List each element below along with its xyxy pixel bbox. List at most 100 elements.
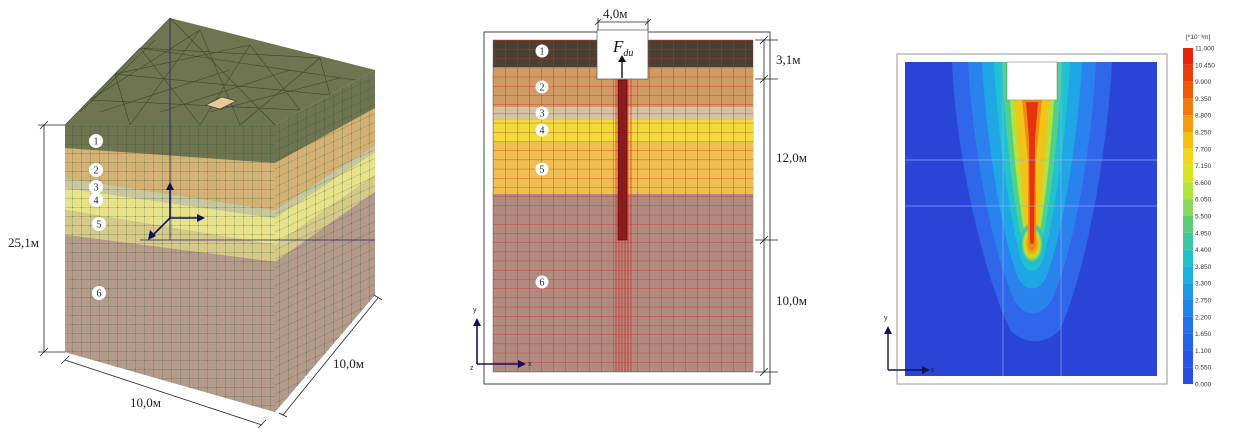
legend-swatch-0: [1183, 48, 1193, 65]
axis-z-2d: z: [470, 365, 474, 372]
legend-value-20: 0.000: [1195, 382, 1212, 389]
dimension-lines-3d: [38, 120, 383, 428]
legend-value-3: 9.350: [1195, 96, 1212, 103]
legend-unit: [*10⁻³m]: [1186, 34, 1211, 41]
layer-boundaries: [905, 62, 1157, 376]
legend-swatch-6: [1183, 148, 1193, 166]
layer-marker-5: 5: [92, 217, 106, 231]
legend-swatch-12: [1183, 249, 1193, 267]
dim-pile-width: 4,0м: [603, 6, 627, 21]
legend-value-9: 6.050: [1195, 197, 1212, 204]
legend-value-6: 7.700: [1195, 146, 1212, 153]
svg-text:4: 4: [540, 126, 545, 137]
svg-text:4: 4: [94, 196, 99, 207]
legend-value-19: 0.550: [1195, 365, 1212, 372]
svg-text:6: 6: [540, 278, 545, 289]
sec-marker-4: 4: [535, 123, 549, 137]
legend-value-16: 2.200: [1195, 314, 1212, 321]
top-triangle-mesh: [64, 17, 356, 126]
sec-marker-6: 6: [535, 275, 549, 289]
sec-marker-3: 3: [535, 106, 549, 120]
svg-text:5: 5: [97, 220, 102, 231]
legend-value-0: 11.000: [1195, 46, 1215, 53]
layer-markers-2d: 1 2 3 4 5 6: [535, 44, 549, 289]
sec-marker-1: 1: [535, 44, 549, 58]
dim-seg1: 3,1м: [776, 52, 800, 67]
sec-marker-2: 2: [535, 80, 549, 94]
panel-3d-block: 1 2 3 4 5 6 25,1м 10,0м 10,0м: [8, 17, 383, 428]
legend-swatch-14: [1183, 283, 1193, 300]
legend-swatch-7: [1183, 165, 1193, 183]
layer-marker-2: 2: [89, 163, 103, 177]
legend-value-7: 7.150: [1195, 163, 1212, 170]
panel-2d-section: Fdu 1 2 3 4 5 6 4,0м: [470, 6, 807, 385]
pile: [617, 79, 628, 241]
right-face: [275, 70, 375, 412]
axis-triad-2d: [473, 318, 526, 368]
legend-value-8: 6.600: [1195, 180, 1212, 187]
svg-text:3: 3: [540, 109, 545, 120]
layer-marker-4: 4: [89, 193, 103, 207]
layer-marker-6: 6: [92, 286, 106, 300]
layer-marker-3: 3: [89, 180, 103, 194]
legend-value-18: 1.100: [1195, 348, 1212, 355]
legend-value-10: 5.500: [1195, 214, 1212, 221]
layer-markers-3d: 1 2 3 4 5 6: [89, 134, 106, 300]
coordinate-triad: [148, 182, 205, 240]
legend-swatch-10: [1183, 216, 1193, 233]
legend-value-2: 9.900: [1195, 79, 1212, 86]
legend-value-12: 4.400: [1195, 247, 1212, 254]
legend-swatch-11: [1183, 232, 1193, 250]
axis-triad-contour: [884, 326, 930, 374]
legend-swatch-16: [1183, 316, 1193, 334]
legend-value-1: 10.450: [1195, 62, 1215, 69]
footing-box: [1006, 61, 1058, 101]
top-face: [64, 17, 375, 126]
sec-marker-5: 5: [535, 162, 549, 176]
legend-swatch-15: [1183, 300, 1193, 317]
zone-pile-max: [1026, 102, 1038, 245]
pile-hole: [205, 96, 237, 110]
dim-seg2: 12,0м: [776, 150, 807, 165]
dim-width-front-3d: 10,0м: [130, 395, 161, 410]
svg-text:5: 5: [540, 165, 545, 176]
legend-swatch-5: [1183, 132, 1193, 149]
svg-text:2: 2: [94, 166, 99, 177]
layer-marker-1: 1: [89, 134, 103, 148]
dimension-lines-2d: [594, 18, 778, 377]
svg-text:3: 3: [94, 183, 99, 194]
legend-value-15: 2.750: [1195, 298, 1212, 305]
legend-value-4: 8.800: [1195, 113, 1212, 120]
axis-x-contour: x: [931, 367, 935, 374]
panel-contour: y x [*10⁻³m] 11.000 10.450 9.900 9.350 8.800…: [884, 34, 1215, 389]
legend: 11.000 10.450 9.900 9.350 8.800 8.250 7.700 7.1…: [1183, 46, 1215, 389]
legend-value-11: 4.950: [1195, 230, 1212, 237]
legend-value-13: 3.850: [1195, 264, 1212, 271]
legend-swatch-8: [1183, 182, 1193, 200]
legend-swatch-19: [1183, 367, 1193, 384]
legend-swatch-4: [1183, 115, 1193, 132]
legend-value-14: 3.300: [1195, 281, 1212, 288]
legend-swatch-17: [1183, 333, 1193, 351]
front-mesh: [65, 125, 275, 412]
svg-text:1: 1: [94, 137, 99, 148]
axis-y-contour: y: [884, 315, 888, 322]
dim-seg3: 10,0м: [776, 293, 807, 308]
side-mesh: [275, 70, 375, 412]
dim-width-side-3d: 10,0м: [333, 356, 364, 371]
axis-y-2d: y: [473, 307, 477, 314]
legend-value-17: 1.650: [1195, 331, 1212, 338]
svg-text:6: 6: [97, 289, 102, 300]
legend-swatch-18: [1183, 350, 1193, 368]
legend-swatch-2: [1183, 81, 1193, 99]
axis-x-2d: x: [528, 361, 532, 368]
legend-swatch-13: [1183, 266, 1193, 284]
legend-swatch-3: [1183, 98, 1193, 116]
force-label: Fdu: [612, 37, 633, 59]
svg-text:2: 2: [540, 83, 545, 94]
dim-height-3d: 25,1м: [8, 235, 39, 250]
legend-value-5: 8.250: [1195, 130, 1212, 137]
svg-text:1: 1: [540, 47, 545, 58]
legend-swatch-1: [1183, 64, 1193, 82]
